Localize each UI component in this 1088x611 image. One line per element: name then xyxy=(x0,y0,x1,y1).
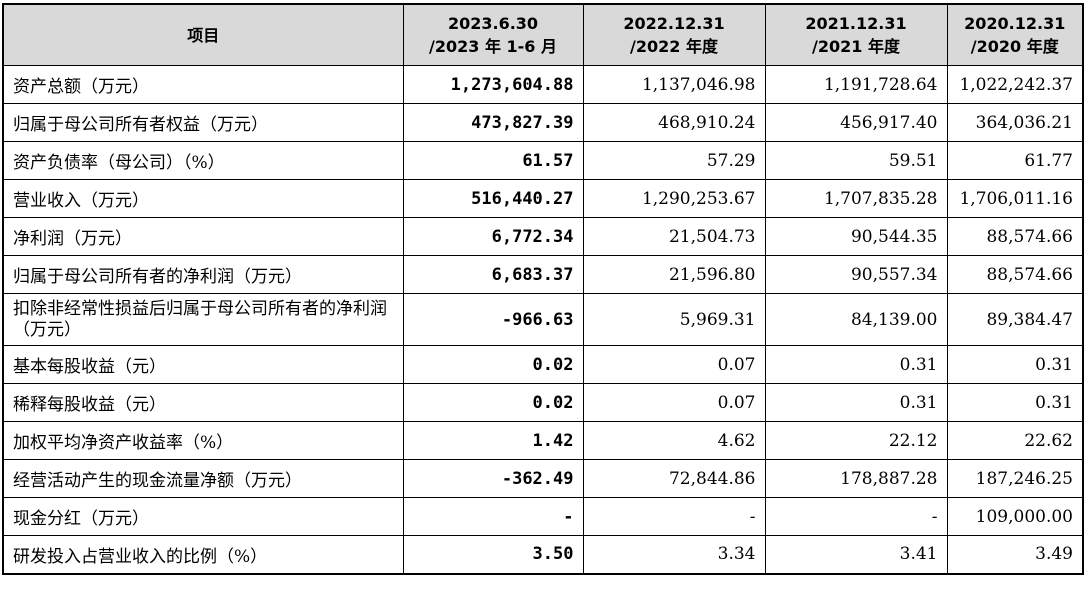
cell-2023h1: 0.02 xyxy=(402,345,584,384)
row-label: 资产负债率（母公司）（%） xyxy=(2,141,404,180)
cell-2021: 0.31 xyxy=(764,345,948,384)
cell-2021: - xyxy=(764,497,948,536)
cell-2021: 90,557.34 xyxy=(764,255,948,294)
table-row: 营业收入（万元） 516,440.27 1,290,253.67 1,707,8… xyxy=(2,179,1084,218)
row-label: 基本每股收益（元） xyxy=(2,345,404,384)
cell-2022: 1,137,046.98 xyxy=(582,65,766,104)
cell-2023h1: 6,772.34 xyxy=(402,217,584,256)
cell-2022: 57.29 xyxy=(582,141,766,180)
row-label: 营业收入（万元） xyxy=(2,179,404,218)
header-item: 项目 xyxy=(2,3,404,66)
cell-2022: 21,504.73 xyxy=(582,217,766,256)
table-row: 基本每股收益（元） 0.02 0.07 0.31 0.31 xyxy=(2,345,1084,384)
cell-2022: 21,596.80 xyxy=(582,255,766,294)
row-label: 经营活动产生的现金流量净额（万元） xyxy=(2,459,404,498)
row-label: 净利润（万元） xyxy=(2,217,404,256)
row-label: 现金分红（万元） xyxy=(2,497,404,536)
cell-2022: 72,844.86 xyxy=(582,459,766,498)
cell-2022: 1,290,253.67 xyxy=(582,179,766,218)
cell-2023h1: 1,273,604.88 xyxy=(402,65,584,104)
table-row: 稀释每股收益（元） 0.02 0.07 0.31 0.31 xyxy=(2,383,1084,422)
cell-2020: 364,036.21 xyxy=(946,103,1084,142)
cell-2021: 3.41 xyxy=(764,535,948,574)
cell-2023h1: 0.02 xyxy=(402,383,584,422)
cell-2023h1: - xyxy=(402,497,584,536)
cell-2022: 4.62 xyxy=(582,421,766,460)
row-label: 归属于母公司所有者的净利润（万元） xyxy=(2,255,404,294)
cell-2020: 88,574.66 xyxy=(946,255,1084,294)
cell-2022: - xyxy=(582,497,766,536)
cell-2021: 456,917.40 xyxy=(764,103,948,142)
row-label: 加权平均净资产收益率（%） xyxy=(2,421,404,460)
row-label: 扣除非经常性损益后归属于母公司所有者的净利润（万元） xyxy=(2,293,404,346)
cell-2020: 1,022,242.37 xyxy=(946,65,1084,104)
cell-2020: 22.62 xyxy=(946,421,1084,460)
cell-2020: 89,384.47 xyxy=(946,293,1084,346)
cell-2021: 90,544.35 xyxy=(764,217,948,256)
table-row: 经营活动产生的现金流量净额（万元） -362.49 72,844.86 178,… xyxy=(2,459,1084,498)
row-label: 研发投入占营业收入的比例（%） xyxy=(2,535,404,574)
header-2020: 2020.12.31/2020 年度 xyxy=(946,3,1084,66)
financial-summary-table: 项目 2023.6.30/2023 年 1-6 月 2022.12.31/202… xyxy=(2,3,1084,575)
cell-2023h1: 516,440.27 xyxy=(402,179,584,218)
row-label: 归属于母公司所有者权益（万元） xyxy=(2,103,404,142)
cell-2023h1: 473,827.39 xyxy=(402,103,584,142)
cell-2021: 22.12 xyxy=(764,421,948,460)
cell-2022: 5,969.31 xyxy=(582,293,766,346)
table-row: 资产负债率（母公司）（%） 61.57 57.29 59.51 61.77 xyxy=(2,141,1084,180)
table-row: 研发投入占营业收入的比例（%） 3.50 3.34 3.41 3.49 xyxy=(2,535,1084,574)
cell-2020: 0.31 xyxy=(946,383,1084,422)
cell-2022: 0.07 xyxy=(582,383,766,422)
cell-2022: 468,910.24 xyxy=(582,103,766,142)
table-body: 资产总额（万元） 1,273,604.88 1,137,046.98 1,191… xyxy=(2,65,1084,574)
cell-2021: 59.51 xyxy=(764,141,948,180)
cell-2020: 1,706,011.16 xyxy=(946,179,1084,218)
header-2023h1: 2023.6.30/2023 年 1-6 月 xyxy=(402,3,584,66)
table-row: 扣除非经常性损益后归属于母公司所有者的净利润（万元） -966.63 5,969… xyxy=(2,293,1084,346)
row-label: 资产总额（万元） xyxy=(2,65,404,104)
cell-2020: 88,574.66 xyxy=(946,217,1084,256)
row-label: 稀释每股收益（元） xyxy=(2,383,404,422)
cell-2023h1: 6,683.37 xyxy=(402,255,584,294)
header-2022: 2022.12.31/2022 年度 xyxy=(582,3,766,66)
cell-2020: 109,000.00 xyxy=(946,497,1084,536)
cell-2023h1: 3.50 xyxy=(402,535,584,574)
cell-2020: 61.77 xyxy=(946,141,1084,180)
table-row: 现金分红（万元） - - - 109,000.00 xyxy=(2,497,1084,536)
header-2021: 2021.12.31/2021 年度 xyxy=(764,3,948,66)
cell-2023h1: -966.63 xyxy=(402,293,584,346)
table-header-row: 项目 2023.6.30/2023 年 1-6 月 2022.12.31/202… xyxy=(2,3,1084,66)
table-row: 归属于母公司所有者权益（万元） 473,827.39 468,910.24 45… xyxy=(2,103,1084,142)
cell-2020: 3.49 xyxy=(946,535,1084,574)
cell-2021: 178,887.28 xyxy=(764,459,948,498)
cell-2021: 84,139.00 xyxy=(764,293,948,346)
cell-2021: 1,191,728.64 xyxy=(764,65,948,104)
table-row: 资产总额（万元） 1,273,604.88 1,137,046.98 1,191… xyxy=(2,65,1084,104)
financial-table-container: 项目 2023.6.30/2023 年 1-6 月 2022.12.31/202… xyxy=(2,3,1084,575)
cell-2022: 3.34 xyxy=(582,535,766,574)
table-row: 归属于母公司所有者的净利润（万元） 6,683.37 21,596.80 90,… xyxy=(2,255,1084,294)
cell-2023h1: 61.57 xyxy=(402,141,584,180)
cell-2021: 1,707,835.28 xyxy=(764,179,948,218)
table-row: 加权平均净资产收益率（%） 1.42 4.62 22.12 22.62 xyxy=(2,421,1084,460)
cell-2022: 0.07 xyxy=(582,345,766,384)
cell-2023h1: 1.42 xyxy=(402,421,584,460)
cell-2021: 0.31 xyxy=(764,383,948,422)
cell-2020: 187,246.25 xyxy=(946,459,1084,498)
cell-2023h1: -362.49 xyxy=(402,459,584,498)
table-row: 净利润（万元） 6,772.34 21,504.73 90,544.35 88,… xyxy=(2,217,1084,256)
cell-2020: 0.31 xyxy=(946,345,1084,384)
